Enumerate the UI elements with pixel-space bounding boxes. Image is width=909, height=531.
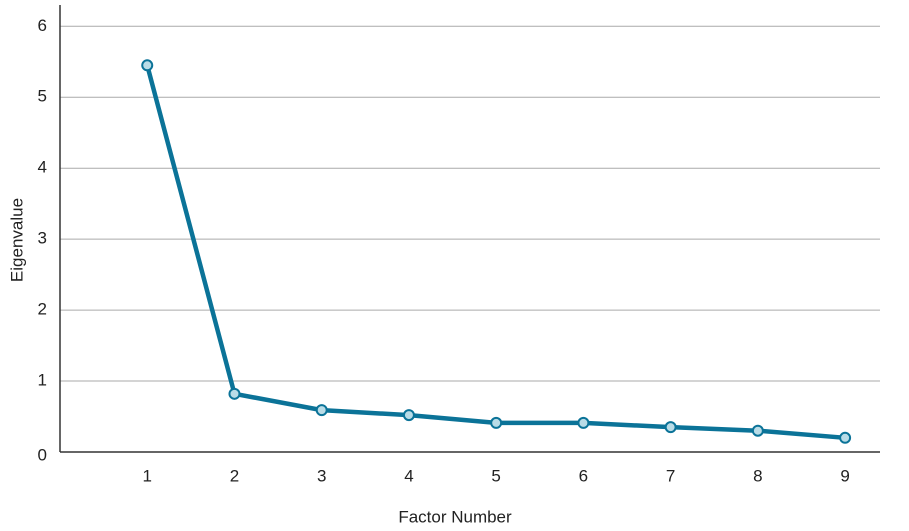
data-point	[402, 409, 415, 422]
x-axis-label: Factor Number	[398, 507, 512, 526]
y-tick-label: 5	[38, 87, 47, 106]
data-point	[228, 387, 241, 400]
x-tick-label: 1	[142, 466, 151, 485]
y-tick-label: 0	[38, 445, 47, 464]
data-point	[490, 416, 503, 429]
y-axis-label: Eigenvalue	[7, 198, 26, 282]
x-tick-label: 9	[840, 466, 849, 485]
x-tick-label: 2	[230, 466, 239, 485]
x-tick-label: 7	[666, 466, 675, 485]
y-tick-label: 6	[38, 16, 47, 35]
x-tick-label: 5	[491, 466, 500, 485]
data-point	[664, 421, 677, 434]
data-line	[145, 64, 846, 441]
x-tick-label: 6	[579, 466, 588, 485]
x-tick-label: 8	[753, 466, 762, 485]
data-point	[141, 59, 154, 72]
data-point	[577, 416, 590, 429]
data-point	[315, 404, 328, 417]
data-point	[751, 424, 764, 437]
x-tick-label: 4	[404, 466, 413, 485]
x-tick-label: 3	[317, 466, 326, 485]
y-tick-label: 3	[38, 229, 47, 248]
y-tick-label: 4	[38, 158, 47, 177]
y-tick-label: 1	[38, 371, 47, 390]
y-tick-label: 2	[38, 300, 47, 319]
data-point	[839, 431, 852, 444]
